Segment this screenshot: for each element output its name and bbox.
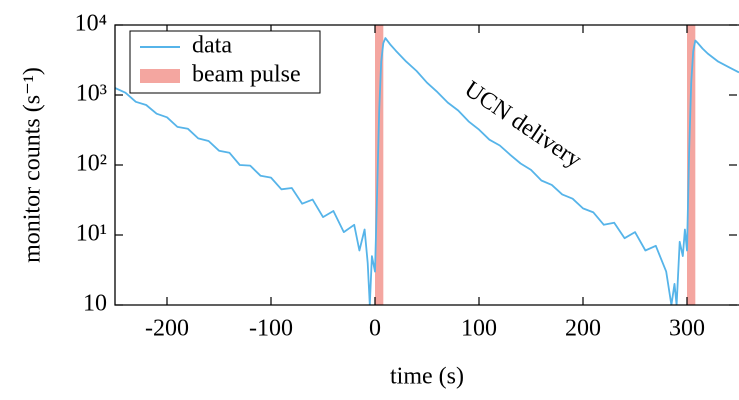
- legend-swatch: [140, 69, 180, 83]
- x-tick-label: 100: [461, 316, 497, 342]
- x-tick-label: -100: [249, 316, 293, 342]
- data-line: [115, 37, 739, 305]
- y-tick-label: 10¹: [76, 221, 107, 247]
- legend-label: data: [192, 33, 232, 59]
- x-tick-label: 200: [565, 316, 601, 342]
- plot-area: [115, 25, 739, 305]
- legend-label: beam pulse: [192, 62, 301, 88]
- x-tick-label: 0: [369, 316, 381, 342]
- y-tick-label: 10: [83, 291, 107, 317]
- x-tick-label: -200: [145, 316, 189, 342]
- beam-pulse: [375, 25, 384, 305]
- y-axis-label: monitor counts (s⁻¹): [20, 67, 46, 263]
- y-tick-label: 10²: [76, 151, 107, 177]
- legend: data beam pulse: [129, 30, 321, 94]
- annotation: UCN delivery: [459, 76, 586, 173]
- x-tick-label: 300: [669, 316, 705, 342]
- y-tick-label: 10³: [76, 81, 107, 107]
- beam-pulse: [687, 25, 696, 305]
- y-tick-label: 10⁴: [75, 11, 107, 37]
- x-axis-label: time (s): [390, 364, 464, 390]
